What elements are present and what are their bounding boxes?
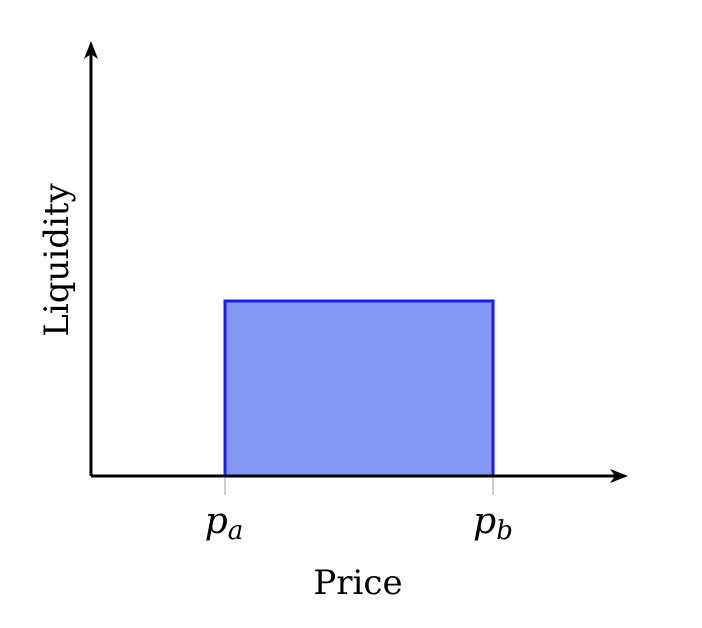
x-axis-title: Price	[313, 563, 402, 603]
liquidity-range-bar	[223, 299, 495, 478]
x-tick-label-pa: pa	[205, 501, 244, 546]
y-axis-title: Liquidity	[37, 182, 77, 336]
x-tick-label-pb: pb	[473, 501, 513, 546]
